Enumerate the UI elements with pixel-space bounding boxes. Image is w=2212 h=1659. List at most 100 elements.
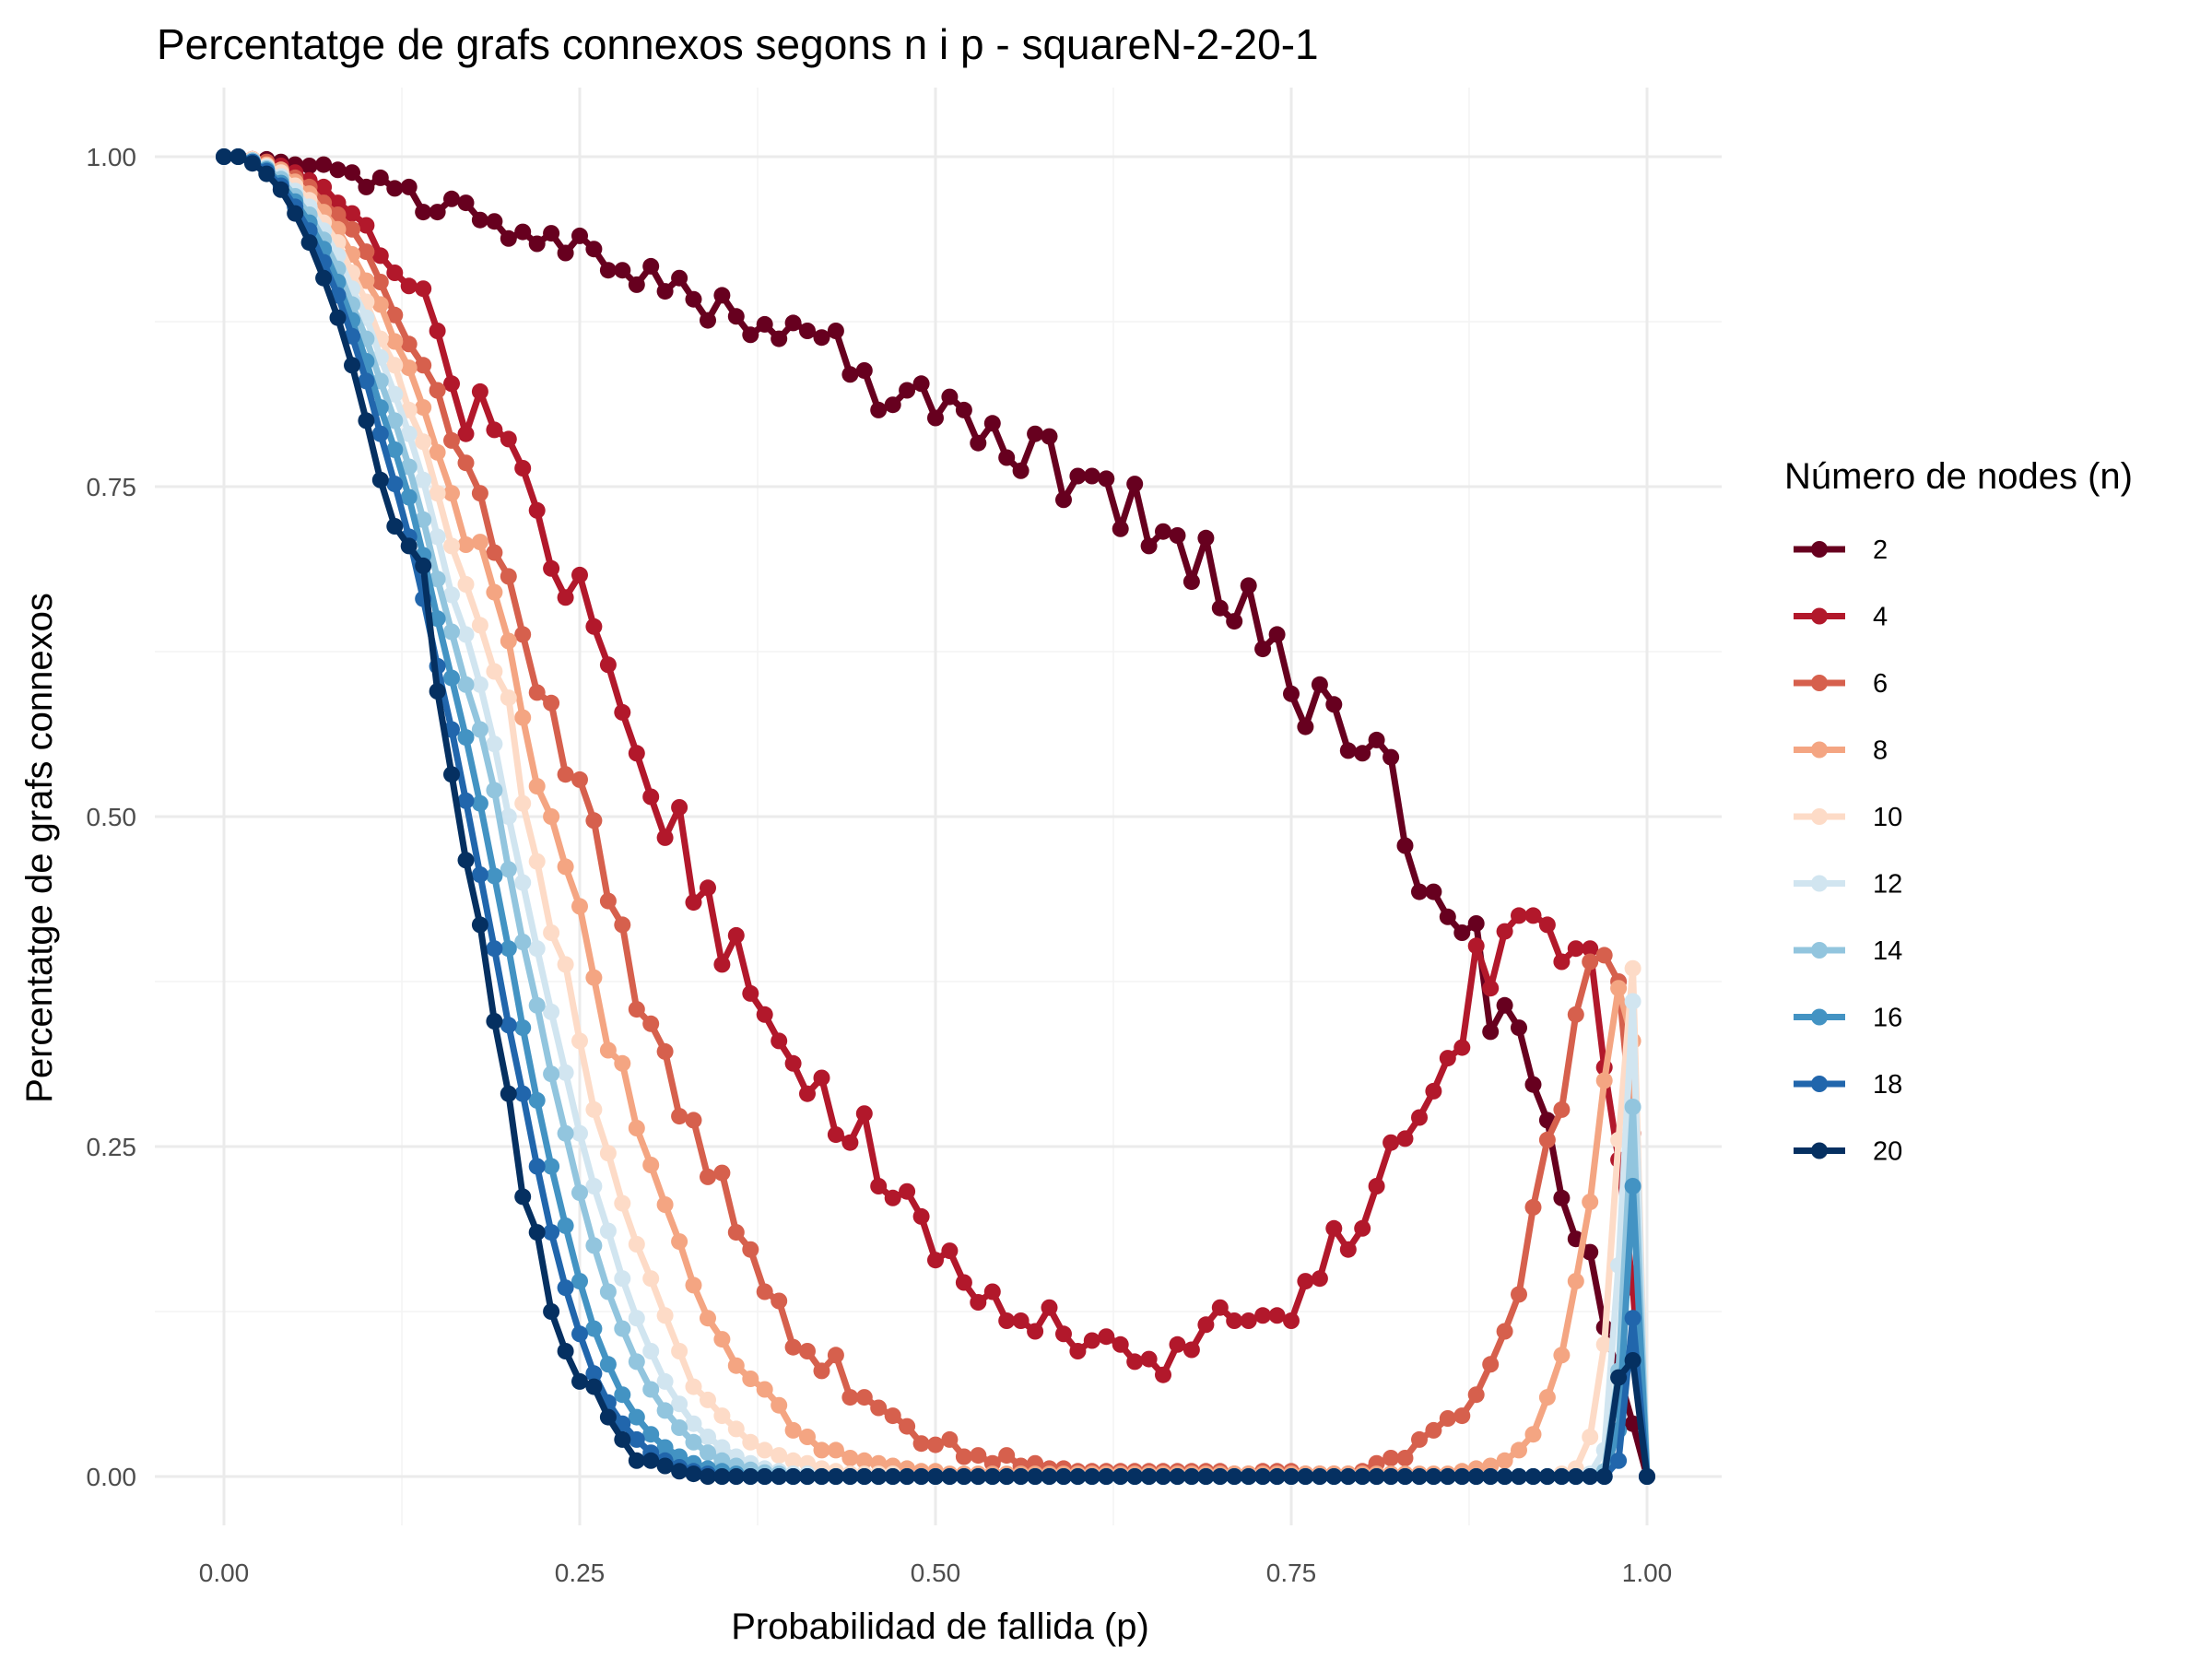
data-point — [784, 1421, 802, 1439]
data-point — [500, 632, 517, 650]
data-point — [1624, 959, 1641, 977]
data-point — [614, 703, 631, 721]
data-point — [543, 1224, 560, 1241]
data-point — [528, 996, 546, 1014]
data-point — [415, 399, 432, 417]
data-point — [756, 1006, 773, 1023]
data-point — [528, 853, 546, 870]
data-point — [557, 956, 574, 973]
data-point — [571, 566, 588, 583]
data-point — [1112, 1335, 1129, 1353]
data-point — [415, 511, 432, 528]
data-point — [471, 211, 488, 229]
data-point — [500, 430, 517, 448]
data-point — [528, 940, 546, 958]
data-point — [1595, 1335, 1613, 1353]
data-point — [386, 476, 404, 493]
data-point — [656, 1196, 674, 1213]
data-point — [1069, 1468, 1087, 1485]
data-point — [557, 244, 574, 262]
data-point — [585, 241, 603, 258]
data-point — [400, 178, 418, 195]
data-point — [514, 460, 532, 477]
data-point — [671, 1463, 688, 1480]
data-point — [841, 1450, 859, 1466]
data-point — [471, 485, 488, 502]
data-point — [400, 359, 418, 377]
data-point — [571, 898, 588, 915]
data-point — [855, 1389, 873, 1406]
data-point — [1027, 1323, 1044, 1340]
data-point — [642, 788, 660, 806]
data-point — [784, 1468, 802, 1485]
data-point — [927, 1468, 944, 1485]
data-point — [429, 485, 446, 502]
data-point — [813, 1468, 830, 1485]
data-point — [1041, 1299, 1058, 1316]
data-point — [371, 274, 389, 290]
data-point — [955, 1274, 972, 1291]
data-point — [1382, 748, 1400, 766]
data-point — [1368, 1468, 1385, 1485]
data-point — [799, 323, 816, 339]
data-point — [685, 1378, 702, 1395]
data-point — [642, 257, 660, 275]
data-point — [614, 1430, 631, 1448]
data-point — [713, 1468, 731, 1485]
data-point — [927, 409, 944, 427]
data-point — [471, 676, 488, 693]
data-point — [614, 1194, 631, 1212]
data-point — [571, 1032, 588, 1050]
data-point — [599, 892, 617, 910]
data-point — [1453, 924, 1471, 941]
data-point — [1155, 1468, 1171, 1485]
data-point — [371, 425, 389, 442]
data-point — [1041, 428, 1058, 445]
data-point — [429, 610, 446, 628]
data-point — [771, 1396, 788, 1414]
data-point — [258, 165, 276, 182]
data-point — [571, 1124, 588, 1142]
legend-item: 16 — [1794, 1004, 1902, 1033]
data-point — [457, 425, 475, 442]
legend-label: 6 — [1873, 669, 1888, 699]
data-point — [500, 568, 517, 585]
data-point — [756, 1441, 773, 1459]
data-point — [998, 449, 1016, 466]
data-point — [700, 312, 716, 329]
data-point — [1126, 1468, 1144, 1485]
data-point — [1453, 1407, 1471, 1425]
data-point — [1083, 1332, 1100, 1349]
data-point — [1055, 1468, 1072, 1485]
data-point — [557, 766, 574, 783]
data-point — [1496, 1323, 1513, 1340]
data-point — [400, 537, 418, 555]
data-point — [514, 874, 532, 891]
data-point — [1482, 980, 1500, 997]
data-point — [1467, 1468, 1485, 1485]
x-tick-label: 1.00 — [1622, 1559, 1673, 1587]
data-point — [500, 1085, 517, 1102]
data-point — [371, 169, 389, 186]
legend-label: 18 — [1873, 1070, 1902, 1100]
data-point — [1112, 1468, 1129, 1485]
legend-key-point — [1811, 541, 1828, 558]
data-point — [941, 1468, 959, 1485]
data-point — [1182, 1468, 1200, 1485]
data-point — [1283, 1312, 1300, 1329]
data-point — [585, 1365, 603, 1382]
data-point — [614, 1270, 631, 1288]
data-point — [1254, 1468, 1272, 1485]
data-point — [329, 161, 347, 179]
data-point — [628, 1408, 645, 1426]
data-point — [1396, 1450, 1414, 1466]
data-point — [443, 586, 460, 604]
data-point — [671, 799, 688, 816]
data-point — [358, 217, 375, 234]
data-point — [1425, 1082, 1442, 1100]
data-point — [628, 1001, 645, 1018]
data-point — [443, 537, 460, 555]
data-point — [386, 333, 404, 350]
data-point — [486, 213, 503, 230]
data-point — [642, 1157, 660, 1173]
